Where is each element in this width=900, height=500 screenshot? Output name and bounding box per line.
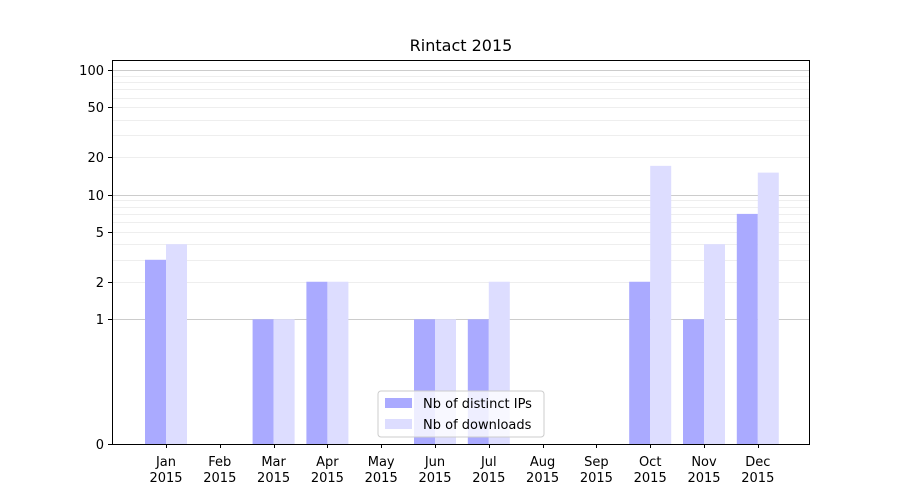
legend-box — [377, 390, 545, 438]
x-tick-label-year: 2015 — [149, 471, 182, 486]
x-tick-label-month: Apr — [316, 455, 339, 470]
bar-distinct-ips — [736, 213, 758, 444]
bar-distinct-ips — [683, 319, 704, 444]
x-tick-label-year: 2015 — [526, 471, 559, 486]
x-tick-label-month: Mar — [261, 455, 286, 470]
bar-distinct-ips — [629, 281, 651, 444]
y-tick-label: 2 — [96, 276, 104, 291]
x-tick-label-month: May — [368, 455, 395, 470]
x-tick-label-month: Sep — [584, 455, 609, 470]
legend-swatch-distinct-ips — [385, 398, 412, 408]
x-tick-label-month: Feb — [208, 455, 231, 470]
legend-label-downloads: Nb of downloads — [423, 418, 532, 433]
bar-distinct-ips — [306, 281, 328, 444]
legend-label-distinct-ips: Nb of distinct IPs — [423, 397, 532, 412]
y-axis-ticks: 0 1 2 5 10 20 50 100 — [79, 64, 112, 453]
bar-downloads — [166, 244, 187, 444]
x-tick-label-month: Aug — [530, 455, 555, 470]
x-tick-label-month: Jul — [480, 455, 497, 470]
x-tick-label-year: 2015 — [580, 471, 613, 486]
legend: Nb of distinct IPs Nb of downloads — [377, 390, 545, 438]
bar-downloads — [757, 172, 779, 444]
x-tick-label-month: Jan — [155, 455, 176, 470]
bar-downloads — [704, 244, 725, 444]
x-tick-label-year: 2015 — [203, 471, 236, 486]
bar-distinct-ips — [145, 259, 166, 444]
bar-downloads — [273, 319, 295, 444]
x-tick-label-year: 2015 — [687, 471, 720, 486]
x-tick-label-month: Jun — [424, 455, 445, 470]
x-tick-label-month: Nov — [691, 455, 717, 470]
y-tick-label: 100 — [79, 64, 104, 79]
x-tick-label-month: Dec — [745, 455, 770, 470]
y-tick-label: 0 — [96, 438, 104, 453]
legend-swatch-downloads — [385, 419, 412, 429]
x-tick-label-month: Oct — [639, 455, 661, 470]
y-tick-label: 10 — [87, 189, 104, 204]
chart-title: Rintact 2015 — [410, 36, 513, 55]
y-tick-label: 5 — [96, 226, 104, 241]
x-tick-label-year: 2015 — [741, 471, 774, 486]
bar-downloads — [650, 165, 672, 444]
x-tick-label-year: 2015 — [257, 471, 290, 486]
grid-layer — [112, 70, 809, 320]
bar-distinct-ips — [252, 319, 274, 444]
y-tick-label: 1 — [96, 313, 104, 328]
x-axis-ticks: Jan2015Feb2015Mar2015Apr2015May2015Jun20… — [149, 444, 774, 486]
x-tick-label-year: 2015 — [365, 471, 398, 486]
plot-frame — [112, 60, 810, 445]
bar-downloads — [327, 281, 349, 444]
x-tick-label-year: 2015 — [634, 471, 667, 486]
x-tick-label-year: 2015 — [418, 471, 451, 486]
y-tick-label: 20 — [87, 151, 104, 166]
axes-layer — [112, 60, 810, 445]
y-tick-label: 50 — [87, 101, 104, 116]
x-tick-label-year: 2015 — [311, 471, 344, 486]
x-tick-label-year: 2015 — [472, 471, 505, 486]
